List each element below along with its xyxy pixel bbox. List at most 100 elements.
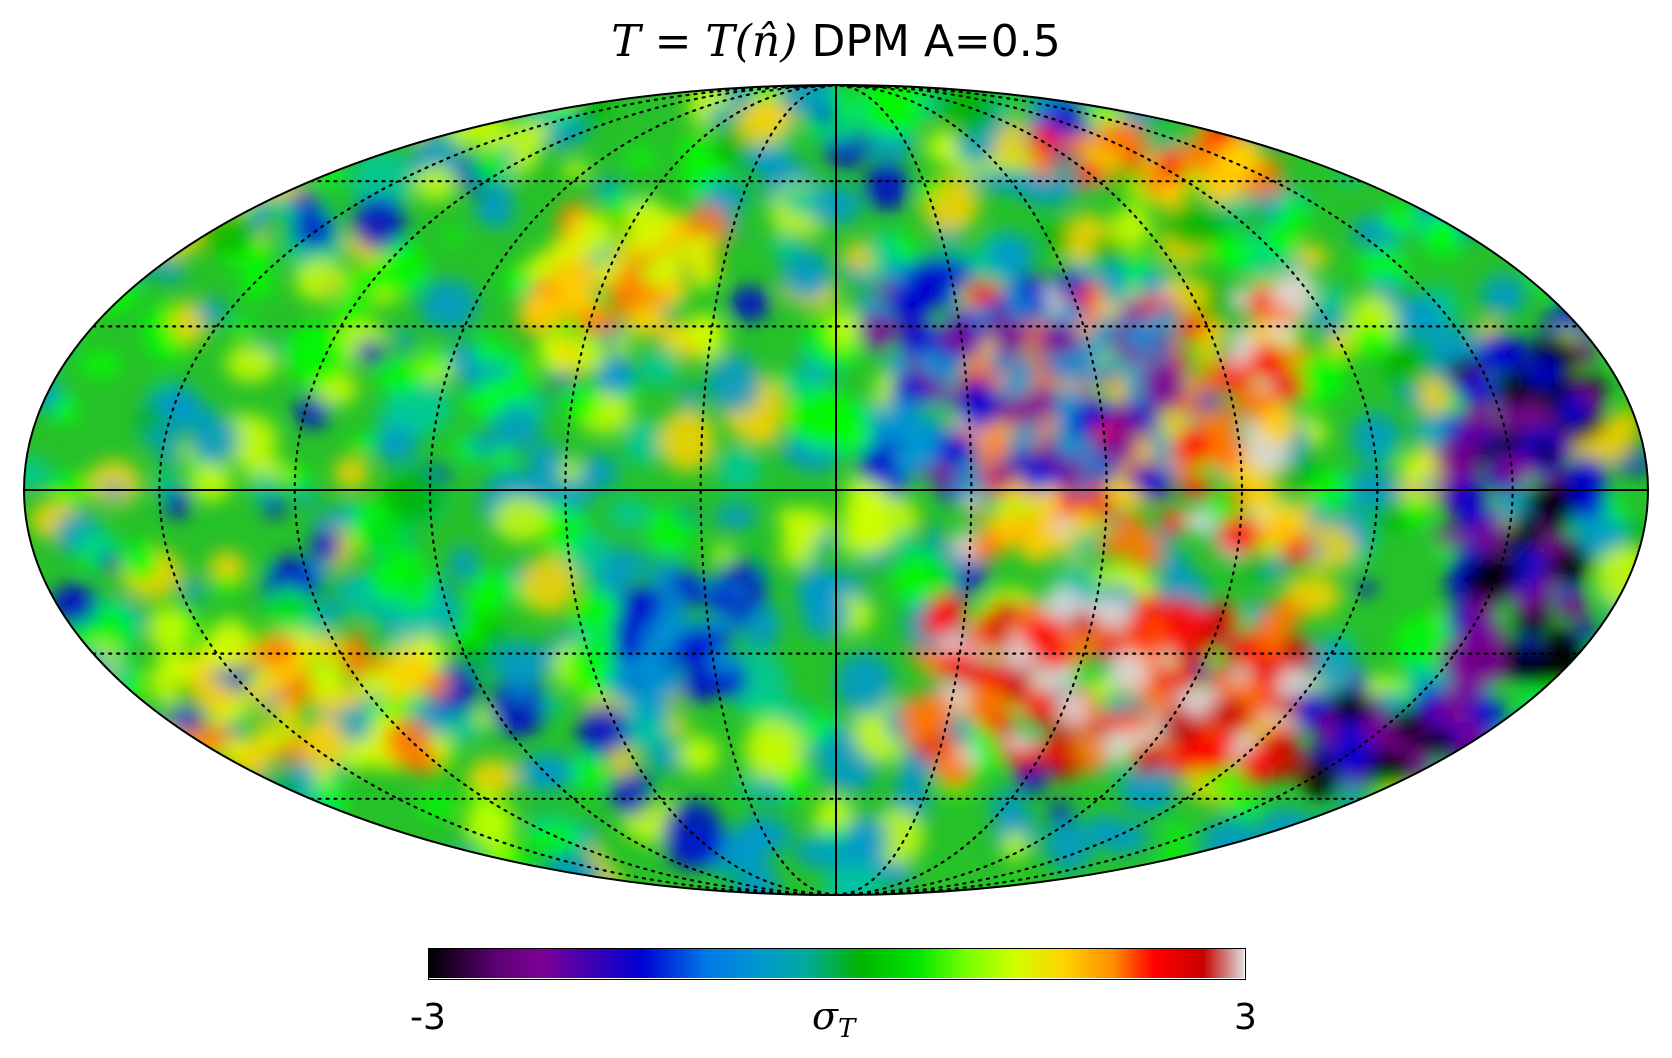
map-patch xyxy=(1023,688,1057,726)
map-patch xyxy=(835,651,894,716)
map-patch xyxy=(182,578,205,603)
map-patch xyxy=(662,800,725,871)
map-patch xyxy=(1355,578,1377,597)
map-patch xyxy=(1047,296,1065,311)
map-patch xyxy=(373,290,397,306)
map-patch xyxy=(541,502,585,554)
map-patch xyxy=(76,232,99,250)
map-patch xyxy=(1297,814,1357,879)
map-patch xyxy=(887,281,933,327)
map-patch xyxy=(463,853,511,884)
map-patch xyxy=(972,663,1007,695)
map-patch xyxy=(1612,641,1648,675)
map-patch xyxy=(115,869,147,895)
map-patch xyxy=(301,717,347,771)
map-patch xyxy=(1157,597,1203,651)
map-patch xyxy=(816,106,838,127)
map-patch xyxy=(990,462,1017,487)
map-patch xyxy=(883,351,908,377)
map-patch xyxy=(48,750,100,787)
map-patch xyxy=(1240,91,1296,140)
map-patch xyxy=(1459,400,1497,438)
map-patch xyxy=(407,116,428,140)
map-patch xyxy=(1533,731,1565,752)
map-patch xyxy=(652,605,690,645)
map-patch xyxy=(1252,663,1272,679)
map-patch xyxy=(1292,352,1338,406)
map-patch xyxy=(1367,133,1401,169)
map-patch xyxy=(556,335,576,359)
map-patch xyxy=(1505,90,1569,135)
map-patch xyxy=(1005,731,1030,751)
map-patch xyxy=(279,85,304,96)
map-patch xyxy=(332,110,353,130)
map-patch xyxy=(1315,283,1348,315)
map-patch xyxy=(1228,350,1248,369)
map-patch xyxy=(240,264,273,300)
map-patch xyxy=(89,85,149,112)
map-patch xyxy=(281,718,304,733)
map-patch xyxy=(1195,407,1239,440)
map-patch xyxy=(514,85,562,123)
map-patch xyxy=(917,348,946,370)
map-patch xyxy=(1184,398,1203,416)
map-patch xyxy=(458,85,511,106)
map-patch xyxy=(1027,353,1043,363)
map-patch xyxy=(963,280,1001,305)
map-patch xyxy=(103,754,151,804)
map-patch xyxy=(1461,749,1481,768)
map-patch xyxy=(998,295,1013,310)
map-patch xyxy=(677,735,720,774)
map-patch xyxy=(609,745,637,778)
map-patch xyxy=(173,395,195,418)
map-patch xyxy=(1269,846,1318,895)
map-patch xyxy=(836,127,858,144)
map-patch xyxy=(147,605,191,653)
map-patch xyxy=(841,816,889,864)
map-patch xyxy=(484,361,512,380)
map-patch xyxy=(971,303,991,326)
map-patch xyxy=(1108,651,1149,694)
map-patch xyxy=(1268,320,1297,342)
map-patch xyxy=(549,371,575,388)
map-patch xyxy=(1301,756,1340,800)
map-patch xyxy=(733,775,767,797)
map-patch xyxy=(1296,244,1329,269)
map-patch xyxy=(935,288,956,311)
map-patch xyxy=(364,870,413,895)
map-patch xyxy=(634,588,662,606)
map-patch xyxy=(577,213,615,252)
map-patch xyxy=(640,347,680,388)
map-patch xyxy=(1159,666,1198,693)
map-patch xyxy=(1157,550,1190,574)
map-patch xyxy=(208,550,246,587)
map-patch xyxy=(743,718,805,781)
map-patch xyxy=(526,443,566,476)
map-title-text: DPM A=0.5 xyxy=(811,16,1061,67)
map-patch xyxy=(506,866,531,881)
graticule-meridian xyxy=(699,85,838,895)
map-patch xyxy=(1630,85,1648,111)
map-patch xyxy=(141,130,176,151)
map-patch xyxy=(83,530,116,559)
map-patch xyxy=(443,229,464,244)
map-patch xyxy=(1282,870,1324,895)
map-patch xyxy=(605,192,628,218)
map-patch xyxy=(562,160,590,179)
map-patch xyxy=(992,323,1032,355)
map-patch xyxy=(648,742,684,773)
map-patch xyxy=(1607,601,1648,637)
map-patch xyxy=(629,678,645,689)
map-patch xyxy=(1396,822,1451,873)
map-patch xyxy=(935,433,975,466)
map-patch xyxy=(490,641,554,684)
map-patch xyxy=(1206,429,1244,473)
map-patch xyxy=(1007,361,1036,392)
map-patch xyxy=(294,259,349,302)
map-patch xyxy=(418,279,479,331)
map-patch xyxy=(1051,661,1075,688)
map-patch xyxy=(968,350,990,375)
map-patch xyxy=(552,241,583,260)
map-patch xyxy=(238,804,290,842)
map-patch xyxy=(886,396,920,428)
